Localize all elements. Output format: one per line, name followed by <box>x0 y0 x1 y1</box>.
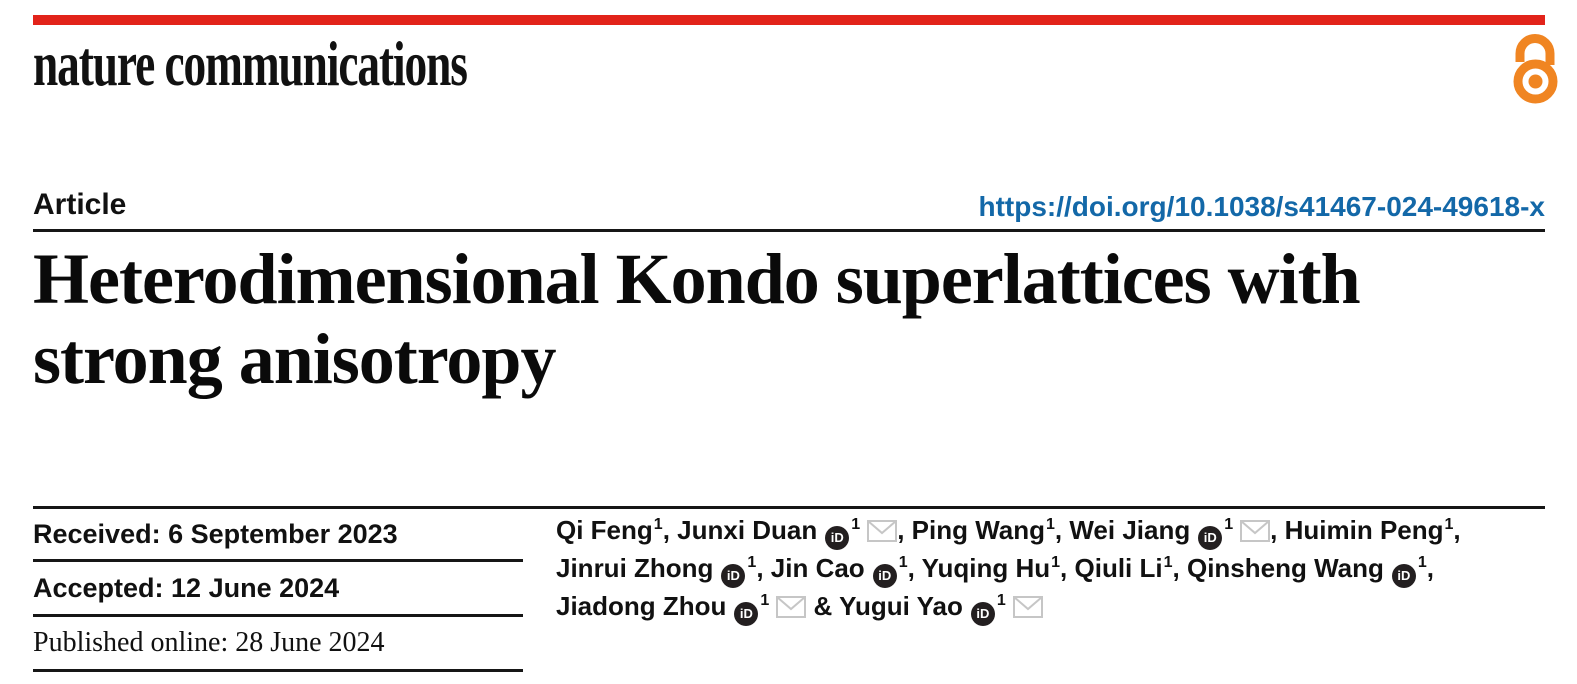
author-name: Huimin Peng <box>1284 515 1444 545</box>
affiliation-superscript: 1 <box>996 592 1006 609</box>
journal-accent-bar <box>33 15 1545 25</box>
received-date-row: Received: 6 September 2023 <box>33 509 523 562</box>
received-date: Received: 6 September 2023 <box>33 518 398 549</box>
paper-title-line-1: Heterodimensional Kondo superlattices wi… <box>33 239 1361 319</box>
affiliation-superscript: 1 <box>760 592 770 609</box>
author-name: Jin Cao <box>770 553 865 583</box>
paper-title: Heterodimensional Kondo superlattices wi… <box>33 239 1563 399</box>
accepted-date-row: Accepted: 12 June 2024 <box>33 562 523 617</box>
author-name: Yugui Yao <box>839 591 963 621</box>
published-date: Published online: 28 June 2024 <box>33 627 385 658</box>
mail-icon[interactable] <box>1240 514 1271 552</box>
orcid-icon[interactable]: iD <box>970 602 995 626</box>
author-name: Qinsheng Wang <box>1186 553 1384 583</box>
affiliation-superscript: 1 <box>851 516 861 533</box>
author-name: Qiuli Li <box>1074 553 1163 583</box>
mail-icon[interactable] <box>867 514 898 552</box>
mail-icon[interactable] <box>776 590 807 628</box>
author-line: Jinrui Zhong iD1, Jin Cao iD1, Yuqing Hu1,… <box>556 549 1566 588</box>
journal-wordmark: nature communications <box>33 29 468 99</box>
article-dates: Received: 6 September 2023 Accepted: 12 … <box>33 509 523 672</box>
orcid-icon[interactable]: iD <box>1198 526 1223 550</box>
author-name: Junxi Duan <box>677 515 818 545</box>
author-name: Jinrui Zhong <box>556 553 714 583</box>
paper-title-line-2: strong anisotropy <box>33 319 556 399</box>
orcid-icon[interactable]: iD <box>721 564 746 588</box>
affiliation-superscript: 1 <box>1163 554 1173 571</box>
affiliation-superscript: 1 <box>1444 516 1454 533</box>
author-line: Qi Feng1, Junxi Duan iD1, Ping Wang1, Wei… <box>556 511 1566 552</box>
orcid-icon[interactable]: iD <box>734 602 759 626</box>
affiliation-superscript: 1 <box>1051 554 1061 571</box>
author-name: Qi Feng <box>556 515 653 545</box>
affiliation-superscript: 1 <box>898 554 908 571</box>
author-name: Ping Wang <box>911 515 1045 545</box>
article-type-label: Article <box>33 188 127 221</box>
orcid-icon[interactable]: iD <box>825 526 850 550</box>
affiliation-superscript: 1 <box>1046 516 1055 533</box>
author-line: Jiadong Zhou iD1 & Yugui Yao iD1 <box>556 587 1566 628</box>
author-name: Wei Jiang <box>1069 515 1191 545</box>
accepted-date: Accepted: 12 June 2024 <box>33 572 340 603</box>
doi-link[interactable]: https://doi.org/10.1038/s41467-024-49618… <box>978 191 1545 222</box>
affiliation-superscript: 1 <box>1417 554 1427 571</box>
mail-icon[interactable] <box>1012 590 1043 628</box>
orcid-icon[interactable]: iD <box>872 564 897 588</box>
open-access-icon[interactable] <box>1509 32 1561 111</box>
author-name: Yuqing Hu <box>921 553 1051 583</box>
affiliation-superscript: 1 <box>653 516 663 533</box>
author-name: Jiadong Zhou <box>556 591 727 621</box>
meta-top-divider <box>33 506 1545 509</box>
published-date-row: Published online: 28 June 2024 <box>33 617 523 672</box>
orcid-icon[interactable]: iD <box>1391 564 1416 588</box>
affiliation-superscript: 1 <box>1224 516 1234 533</box>
header-divider <box>33 229 1545 232</box>
affiliation-superscript: 1 <box>747 554 757 571</box>
author-list: Qi Feng1, Junxi Duan iD1, Ping Wang1, Wei… <box>556 511 1566 628</box>
